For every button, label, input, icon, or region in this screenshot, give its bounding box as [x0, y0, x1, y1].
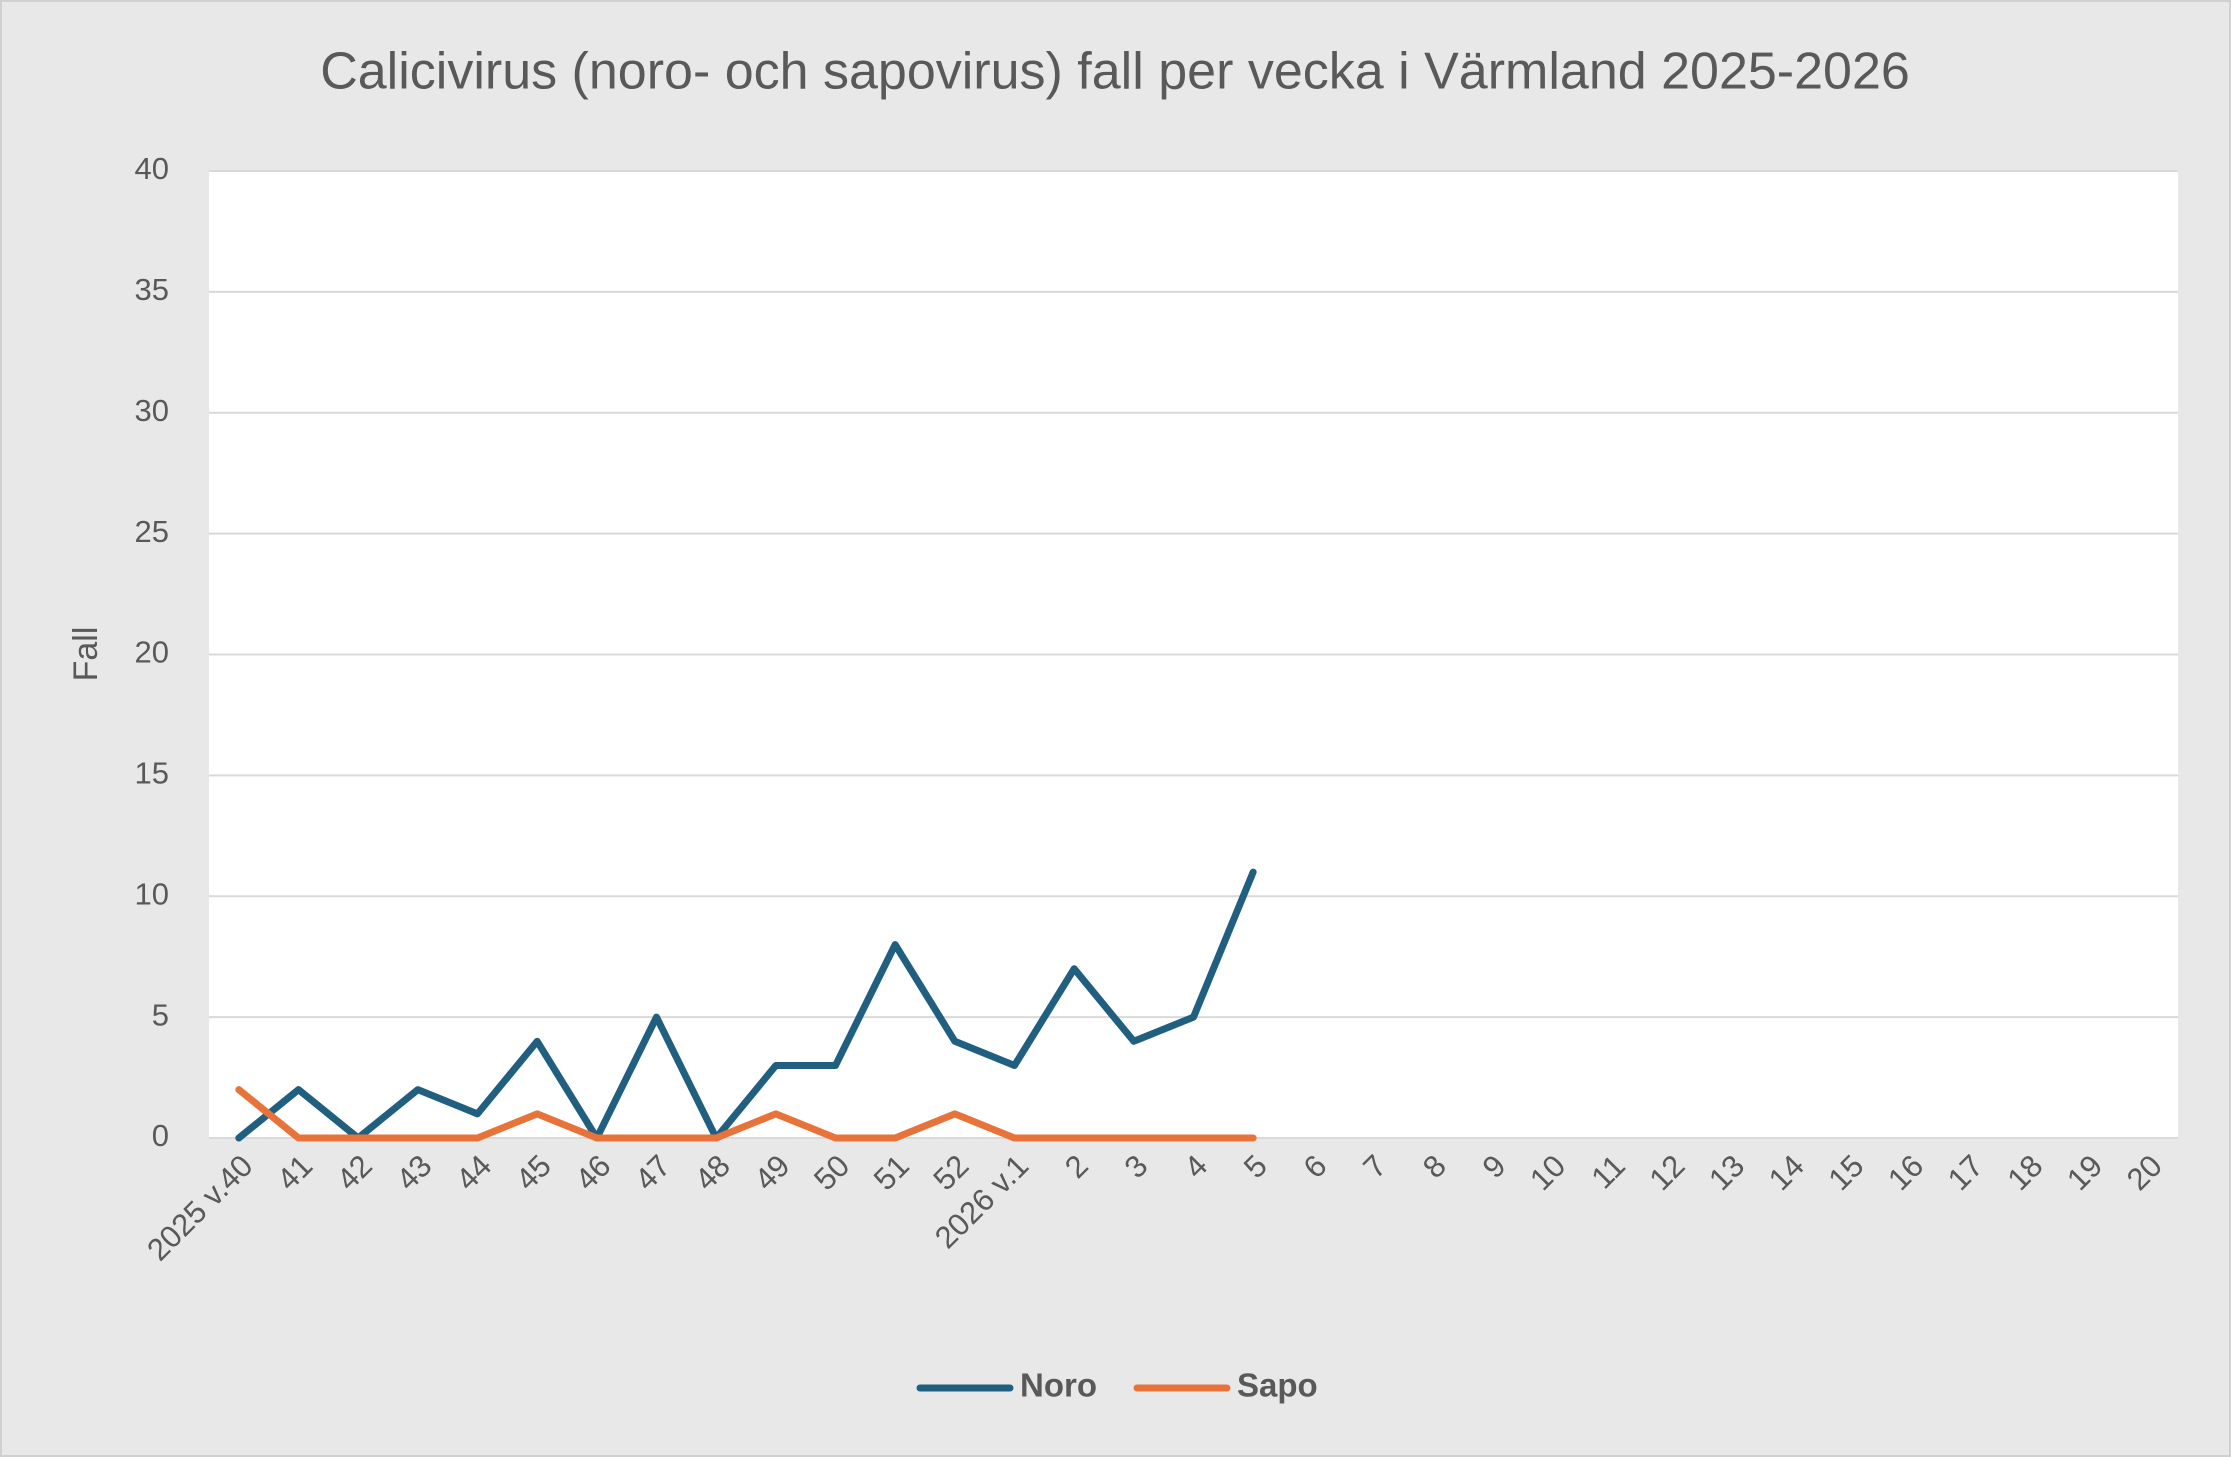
y-tick-label: 40 — [135, 151, 169, 186]
y-tick-label: 5 — [152, 997, 169, 1032]
y-tick-label: 35 — [135, 272, 169, 307]
y-axis-title: Fall — [67, 627, 105, 682]
legend-label: Sapo — [1237, 1367, 1318, 1404]
chart-title: Calicivirus (noro- och sapovirus) fall p… — [320, 43, 1910, 101]
line-series — [235, 868, 1257, 1142]
y-tick-label: 0 — [152, 1118, 169, 1153]
y-tick-label: 25 — [135, 514, 169, 549]
y-tick-label: 30 — [135, 393, 169, 428]
y-tick-label: 20 — [135, 635, 169, 670]
legend-label: Noro — [1020, 1367, 1097, 1404]
y-tick-label: 15 — [135, 756, 169, 791]
y-tick-label: 10 — [135, 876, 169, 911]
line-series — [235, 1086, 1257, 1142]
